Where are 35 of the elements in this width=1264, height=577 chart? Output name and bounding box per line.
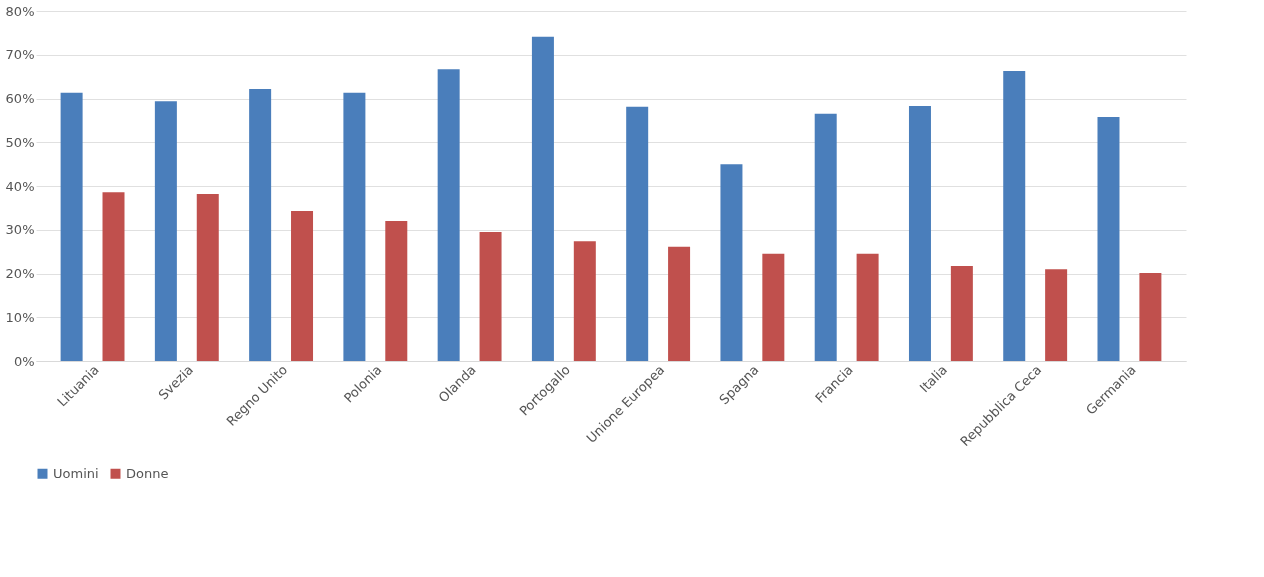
legend-label: Uomini: [53, 465, 99, 481]
bar: [437, 69, 460, 361]
bar: [908, 105, 931, 361]
y-tick-label: 50%: [5, 134, 35, 150]
bar: [291, 210, 314, 361]
bar: [1003, 70, 1026, 361]
bar: [385, 221, 408, 361]
bar: [531, 36, 554, 361]
bar: [626, 106, 649, 361]
legend-label: Donne: [126, 465, 169, 481]
bar: [856, 253, 879, 361]
bar: [668, 246, 691, 361]
y-tick-label: 10%: [5, 309, 35, 325]
bar: [479, 231, 502, 361]
bar: [102, 192, 125, 361]
bar: [950, 266, 973, 361]
bar: [343, 92, 366, 361]
y-tick-label: 60%: [5, 91, 35, 106]
bar: [1045, 269, 1068, 361]
y-tick-label: 40%: [5, 178, 35, 194]
bar: [1097, 116, 1120, 361]
bar: [196, 193, 219, 361]
bar: [573, 241, 596, 361]
bar: [1139, 273, 1162, 361]
bar: [814, 113, 837, 361]
bar: [249, 88, 272, 361]
y-tick-label: 20%: [5, 266, 35, 281]
bar: [60, 92, 83, 361]
bar: [762, 253, 785, 361]
y-tick-label: 30%: [5, 222, 35, 238]
bar: [154, 101, 177, 361]
y-tick-label: 70%: [5, 47, 35, 63]
bar: [720, 164, 743, 361]
y-tick-label: 0%: [13, 353, 35, 369]
y-tick-label: 80%: [5, 3, 35, 19]
